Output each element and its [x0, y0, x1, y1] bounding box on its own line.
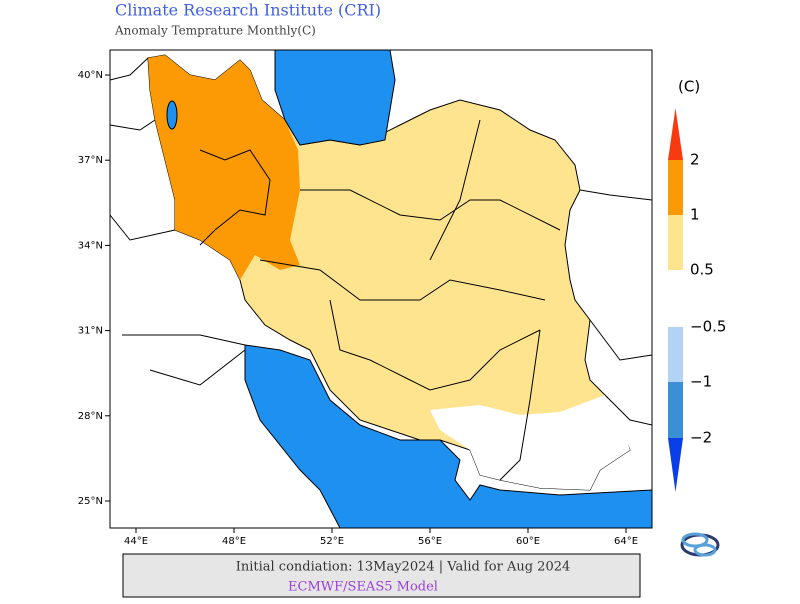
lat-tick-label: 28°N — [78, 411, 103, 422]
borders — [109, 57, 653, 481]
lon-tick-label: 52°E — [320, 536, 344, 547]
footer: Initial condiation: 13May2024 | Valid fo… — [122, 553, 641, 598]
lat-tick-label: 25°N — [78, 496, 103, 507]
colorbar: (C) 2 1 0.5 −0.5 −1 −2 — [668, 78, 726, 492]
lon-tick-label: 56°E — [418, 536, 442, 547]
lon-tick-label: 48°E — [222, 536, 246, 547]
legend-label: 0.5 — [690, 261, 714, 279]
legend-label: −2 — [690, 429, 712, 447]
footer-model: ECMWF/SEAS5 Model — [288, 580, 438, 595]
lon-tick-label: 64°E — [614, 536, 638, 547]
map-frame — [109, 49, 653, 529]
persian-gulf — [244, 344, 653, 529]
logo — [680, 532, 720, 557]
title: Climate Research Institute (CRI) — [115, 1, 381, 20]
cb-blue — [668, 382, 683, 438]
legend-label: −0.5 — [690, 318, 726, 336]
subtitle: Anomaly Temprature Monthly(C) — [114, 24, 316, 38]
footer-condition: Initial condiation: 13May2024 | Valid fo… — [236, 560, 571, 575]
white-region — [430, 395, 630, 490]
lat-tick-label: 34°N — [78, 240, 103, 251]
cb-lightblue — [668, 327, 683, 382]
cb-red — [668, 108, 683, 160]
cb-darkblue — [668, 438, 683, 492]
legend-label: −1 — [690, 373, 712, 391]
legend-label: 2 — [690, 151, 700, 169]
legend-unit: (C) — [678, 78, 700, 96]
caspian-sea — [274, 49, 396, 146]
map — [109, 49, 653, 529]
lake-urmia — [166, 100, 178, 130]
lat-tick-label: 40°N — [78, 70, 103, 81]
lon-tick-label: 44°E — [124, 536, 148, 547]
lon-tick-label: 60°E — [516, 536, 540, 547]
cb-yellow — [668, 215, 683, 270]
lat-tick-label: 37°N — [78, 155, 103, 166]
lat-tick-label: 31°N — [78, 326, 103, 337]
cb-orange — [668, 160, 683, 215]
legend-label: 1 — [690, 206, 700, 224]
orange-region — [148, 55, 300, 280]
footer-box — [122, 553, 641, 598]
